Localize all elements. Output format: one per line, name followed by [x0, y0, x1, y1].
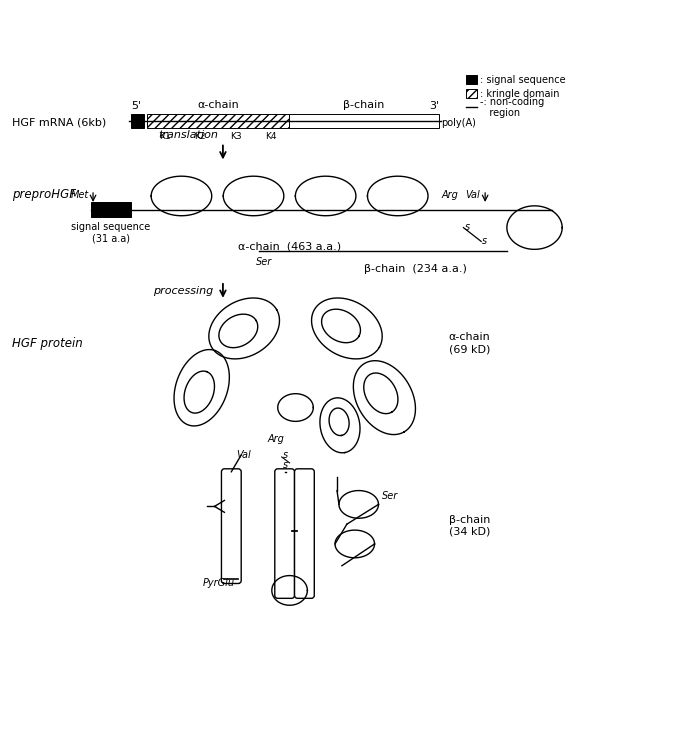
Text: Val: Val: [237, 450, 251, 460]
Text: : kringle domain: : kringle domain: [480, 89, 559, 99]
Bar: [131, 114, 144, 128]
Text: s: s: [482, 236, 487, 245]
Text: β-chain
(34 kD): β-chain (34 kD): [449, 515, 490, 537]
Bar: [91, 202, 131, 217]
Text: α-chain: α-chain: [197, 100, 239, 110]
Text: PyrGlu: PyrGlu: [203, 578, 235, 588]
FancyBboxPatch shape: [295, 468, 314, 598]
Bar: [466, 89, 477, 98]
Text: HGF mRNA (6kb): HGF mRNA (6kb): [12, 118, 106, 128]
Text: α-chain  (463 a.a.): α-chain (463 a.a.): [238, 242, 341, 251]
Text: -: non-coding
   region: -: non-coding region: [480, 97, 545, 119]
Text: HGF protein: HGF protein: [12, 337, 83, 350]
Text: β-chain: β-chain: [343, 100, 384, 110]
Text: s: s: [283, 450, 288, 460]
Text: K1: K1: [159, 132, 171, 141]
Text: translation: translation: [158, 130, 218, 140]
Text: Ser: Ser: [256, 257, 272, 267]
Text: K4: K4: [265, 132, 277, 141]
Text: α-chain
(69 kD): α-chain (69 kD): [449, 332, 491, 354]
Text: 5': 5': [131, 101, 142, 111]
Text: 3': 3': [429, 101, 439, 111]
Text: s: s: [283, 460, 288, 470]
Text: Arg: Arg: [441, 190, 458, 200]
Text: Met: Met: [71, 190, 89, 200]
Text: K2: K2: [195, 132, 206, 141]
Text: processing: processing: [153, 286, 213, 296]
FancyBboxPatch shape: [275, 468, 295, 598]
Text: signal sequence
(31 a.a): signal sequence (31 a.a): [71, 222, 150, 243]
Text: K3: K3: [230, 132, 241, 141]
Text: : signal sequence: : signal sequence: [480, 75, 566, 85]
Bar: [148, 114, 288, 128]
Text: Arg: Arg: [268, 434, 284, 444]
FancyBboxPatch shape: [222, 468, 241, 583]
Text: poly(A): poly(A): [441, 118, 476, 128]
Text: s: s: [464, 222, 470, 231]
Text: Val: Val: [465, 190, 480, 200]
Text: Ser: Ser: [382, 490, 399, 501]
Bar: [288, 114, 439, 128]
Bar: [466, 75, 477, 84]
Text: preproHGF: preproHGF: [12, 188, 76, 201]
Text: β-chain  (234 a.a.): β-chain (234 a.a.): [363, 264, 466, 274]
